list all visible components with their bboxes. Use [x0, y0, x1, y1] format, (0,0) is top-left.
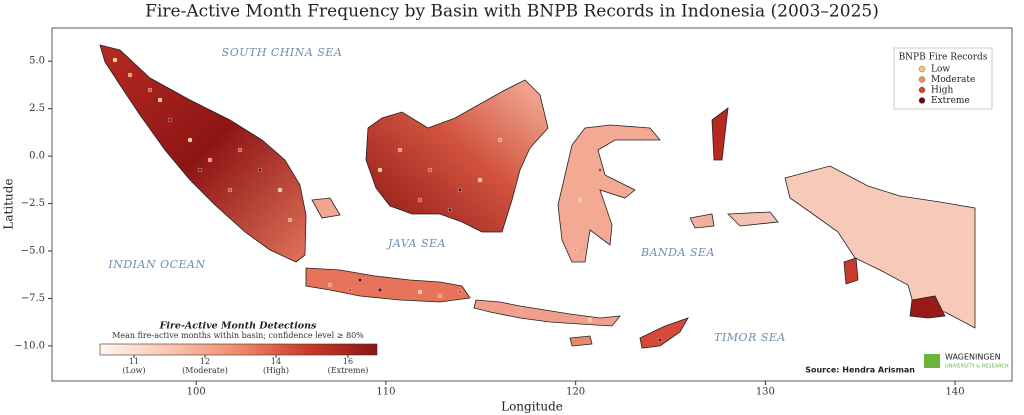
- title: Fire-Active Month Frequency by Basin wit…: [145, 2, 879, 22]
- y-tick-label: 2.5: [29, 103, 45, 114]
- colorbar-bar: [99, 343, 378, 356]
- fire-record-dot: [377, 287, 383, 293]
- fire-record-dot: [417, 197, 423, 203]
- y-tick-label: −10.0: [14, 340, 45, 351]
- x-tick-label: 100: [187, 387, 206, 398]
- x-tick-label: 110: [376, 387, 395, 398]
- timor: [639, 317, 689, 349]
- fire-records: [112, 57, 663, 343]
- sumba: [569, 335, 593, 347]
- y-tick-label: −5.0: [21, 245, 45, 256]
- legend-title: BNPB Fire Records: [899, 53, 988, 63]
- fire-record-dot: [377, 167, 383, 173]
- sea-label: INDIAN OCEAN: [107, 258, 205, 271]
- legend-marker: [918, 76, 926, 83]
- fire-record-dot: [187, 137, 193, 143]
- fire-record-dot: [397, 147, 403, 153]
- fire-record-dot: [147, 87, 153, 93]
- y-tick-label: 5.0: [29, 56, 45, 67]
- x-tick-label: 120: [566, 387, 585, 398]
- aru: [843, 257, 859, 285]
- fire-record-dot: [437, 293, 443, 299]
- x-tick-label: 140: [946, 387, 965, 398]
- colorbar-tick-sublabel: (Extreme): [328, 366, 369, 375]
- fire-record-dot: [347, 287, 353, 293]
- legend-label: Moderate: [931, 75, 975, 85]
- y-tick-label: −2.5: [21, 198, 45, 209]
- fire-record-dot: [157, 97, 163, 103]
- sea-label: TIMOR SEA: [714, 331, 786, 344]
- fire-record-dot: [257, 167, 263, 173]
- fire-record-dot: [357, 277, 363, 283]
- logo-subtitle: UNIVERSITY & RESEARCH: [945, 364, 1009, 370]
- fire-record-dot: [517, 307, 523, 313]
- sea-label: BANDA SEA: [640, 246, 715, 259]
- fire-record-dot: [597, 167, 603, 173]
- colorbar-tick-label: 11: [129, 357, 139, 366]
- colorbar-tick-sublabel: (High): [263, 366, 289, 375]
- colorbar-tick-sublabel: (Low): [122, 366, 145, 375]
- fire-record-dot: [417, 289, 423, 295]
- logo-mark: [924, 354, 940, 368]
- fire-record-dot: [167, 117, 173, 123]
- kalimantan: [365, 79, 549, 233]
- legend-marker: [918, 86, 926, 94]
- sulawesi: [557, 124, 661, 263]
- fire-record-dot: [497, 137, 503, 143]
- fire-record-dot: [227, 187, 233, 193]
- fire-record-dot: [112, 57, 118, 63]
- legend-box: [893, 47, 993, 110]
- y-tick-label: 0.0: [29, 151, 45, 162]
- fire-record-dot: [287, 217, 293, 223]
- fire-record-dot: [127, 72, 133, 78]
- fire-record-dot: [207, 157, 213, 163]
- papua-south: [909, 295, 946, 319]
- fire-record-dot: [277, 187, 283, 193]
- colorbar-tick-sublabel: (Moderate): [182, 366, 228, 375]
- legend-label: High: [931, 86, 953, 96]
- logo: WAGENINGEN UNIVERSITY & RESEARCH: [924, 353, 1009, 370]
- fire-record-dot: [657, 337, 663, 343]
- colorbar-tick-label: 16: [343, 357, 353, 366]
- sea-label: SOUTH CHINA SEA: [222, 46, 343, 59]
- seram: [727, 211, 779, 227]
- fire-record-dot: [457, 289, 463, 295]
- halmahera: [711, 107, 729, 161]
- source: Source: Hendra Arisman: [805, 366, 915, 375]
- legend-label: Low: [931, 65, 950, 75]
- fire-record-dot: [327, 282, 333, 288]
- colorbar-tick-label: 12: [200, 357, 210, 366]
- logo-name: WAGENINGEN: [945, 353, 1001, 362]
- sea-label: JAVA SEA: [386, 237, 446, 250]
- y-axis-label: Latitude: [2, 178, 16, 229]
- fire-record-dot: [587, 317, 593, 323]
- maluku: [689, 213, 715, 229]
- colorbar-title: Fire-Active Month Detections: [159, 321, 317, 332]
- colorbar: Fire-Active Month Detections Mean fire-a…: [99, 321, 378, 375]
- fire-record-dot: [447, 207, 453, 213]
- fire-record-dot: [457, 187, 463, 193]
- bangka: [311, 197, 341, 219]
- fire-record-dot: [197, 167, 203, 173]
- legend-marker: [918, 65, 926, 73]
- fire-record-dot: [572, 247, 578, 253]
- landmasses: [99, 44, 976, 349]
- colorbar-subtitle: Mean fire-active months within basin; co…: [112, 331, 364, 340]
- fire-record-dot: [577, 197, 583, 203]
- java: [305, 267, 471, 303]
- y-tick-label: −7.5: [21, 293, 45, 304]
- legend-marker: [918, 97, 926, 104]
- bali-nusa: [473, 299, 621, 327]
- sumatra: [99, 44, 307, 263]
- colorbar-tick-label: 14: [271, 357, 281, 366]
- legend-label: Extreme: [931, 96, 970, 106]
- x-axis-label: Longitude: [501, 400, 563, 414]
- fire-record-dot: [237, 147, 243, 153]
- fire-record-dot: [427, 167, 433, 173]
- x-tick-label: 130: [756, 387, 775, 398]
- fire-record-dot: [477, 177, 483, 183]
